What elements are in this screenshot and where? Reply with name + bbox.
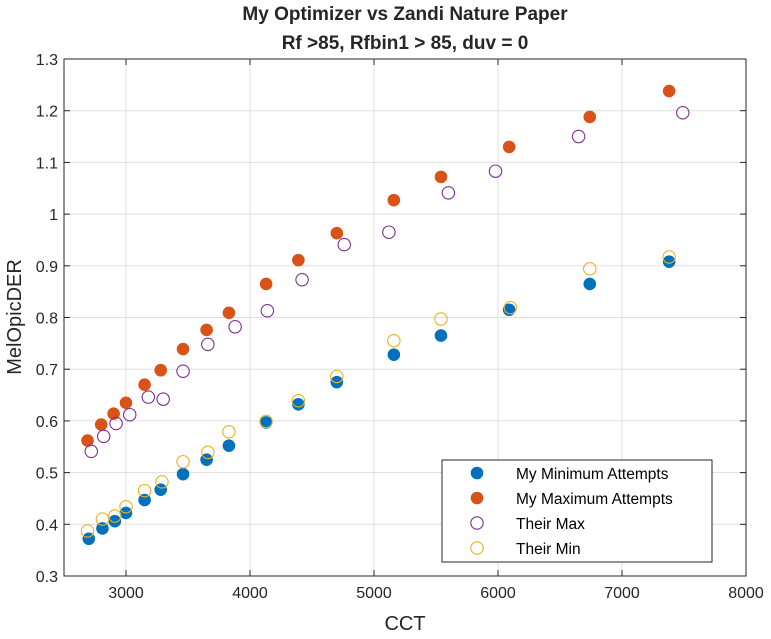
point-their-max [96, 429, 111, 444]
point-their-min [434, 312, 448, 326]
point-their-min [119, 499, 133, 514]
point-their-min [176, 454, 190, 469]
point-my-maximum-attempts [292, 253, 305, 267]
point-my-minimum-attempts [222, 439, 236, 453]
point-their-min [259, 414, 273, 429]
point-their-max [441, 186, 456, 200]
y-tick-label: 0.4 [36, 517, 58, 534]
point-their-max [260, 304, 275, 318]
x-axis-label: CCT [384, 613, 425, 635]
legend: My Minimum Attempts My Maximum Attempts Th… [441, 459, 713, 563]
point-their-max [122, 407, 137, 422]
legend-label-my-minimum-attempts: My Minimum Attempts [516, 466, 669, 483]
point-my-maximum-attempts [387, 193, 401, 207]
point-my-maximum-attempts [107, 407, 120, 420]
tick-labels: 3000 4000 5000 6000 7000 8000 0.3 0.4 0.5 0.6 0.7 0… [36, 52, 764, 602]
x-tick-label: 3000 [108, 585, 144, 602]
legend-marker-their-min [470, 541, 484, 555]
point-their-min [155, 475, 169, 489]
point-my-maximum-attempts [119, 396, 133, 410]
point-their-max [488, 164, 503, 178]
y-tick-label: 1 [49, 207, 58, 224]
point-my-minimum-attempts [387, 348, 401, 362]
point-their-max [201, 337, 215, 352]
point-their-min [662, 250, 676, 264]
point-their-max [295, 273, 309, 287]
legend-marker-my-maximum-attempts [470, 491, 484, 505]
legend-label-their-min: Their Min [516, 541, 581, 558]
point-their-max [141, 390, 156, 404]
point-their-max [676, 106, 690, 120]
point-my-maximum-attempts [200, 323, 213, 337]
point-their-min [583, 262, 597, 276]
point-my-minimum-attempts [176, 467, 190, 481]
point-my-maximum-attempts [434, 170, 448, 184]
point-my-maximum-attempts [138, 378, 151, 392]
axes [63, 58, 747, 577]
data-points [80, 84, 690, 546]
x-tick-label: 6000 [480, 585, 516, 602]
x-tick-label: 4000 [232, 585, 268, 602]
point-their-min [387, 334, 401, 348]
point-my-maximum-attempts [330, 226, 344, 240]
point-their-max [382, 225, 396, 239]
y-tick-label: 0.6 [36, 414, 58, 431]
point-their-max [156, 392, 170, 406]
point-my-minimum-attempts [434, 329, 448, 342]
y-tick-label: 1.2 [36, 104, 58, 121]
x-tick-label: 5000 [356, 585, 392, 602]
legend-marker-my-minimum-attempts [470, 466, 484, 480]
point-my-maximum-attempts [176, 342, 190, 356]
legend-marker-their-max [470, 516, 484, 530]
point-their-min [201, 445, 215, 460]
y-tick-label: 1.1 [36, 155, 58, 172]
point-their-min [503, 300, 518, 315]
x-tick-label: 7000 [604, 585, 640, 602]
legend-label-their-max: Their Max [516, 516, 585, 533]
point-my-maximum-attempts [81, 434, 94, 447]
point-my-minimum-attempts [583, 277, 597, 291]
chart-title: My Optimizer vs Zandi Nature Paper [242, 4, 568, 25]
point-their-min [137, 483, 152, 498]
point-my-maximum-attempts [222, 306, 236, 320]
point-their-min [222, 425, 236, 439]
point-their-max [84, 444, 99, 459]
y-tick-label: 0.7 [36, 362, 58, 379]
point-my-minimum-attempts [138, 493, 151, 507]
point-their-max [228, 320, 242, 334]
point-my-maximum-attempts [662, 84, 676, 98]
chart-subtitle: Rf >85, Rfbin1 > 85, duv = 0 [282, 33, 529, 54]
point-my-minimum-attempts [108, 514, 122, 528]
point-their-min [80, 524, 95, 538]
y-tick-label: 0.9 [36, 259, 58, 276]
point-my-maximum-attempts [502, 140, 516, 154]
point-their-max [176, 364, 190, 379]
point-their-min [95, 512, 110, 526]
point-their-min [291, 393, 306, 408]
point-my-minimum-attempts [662, 255, 676, 268]
legend-label-my-maximum-attempts: My Maximum Attempts [516, 491, 673, 508]
point-my-maximum-attempts [259, 277, 273, 291]
legend-box [441, 459, 713, 563]
y-tick-label: 0.5 [36, 466, 58, 483]
point-their-max [571, 129, 586, 144]
y-tick-label: 0.8 [36, 311, 58, 328]
point-my-minimum-attempts [96, 522, 109, 535]
point-my-minimum-attempts [292, 398, 305, 411]
y-tick-label: 0.3 [36, 569, 58, 586]
point-their-min [108, 509, 122, 523]
y-tick-label: 1.3 [36, 52, 58, 69]
point-my-maximum-attempts [154, 363, 168, 377]
x-tick-label: 8000 [728, 585, 764, 602]
point-their-max [337, 237, 351, 252]
point-their-max [109, 416, 123, 431]
y-axis-label: MelOpicDER [4, 259, 26, 375]
point-my-maximum-attempts [94, 418, 108, 431]
point-my-maximum-attempts [583, 110, 597, 124]
point-their-min [330, 369, 344, 384]
